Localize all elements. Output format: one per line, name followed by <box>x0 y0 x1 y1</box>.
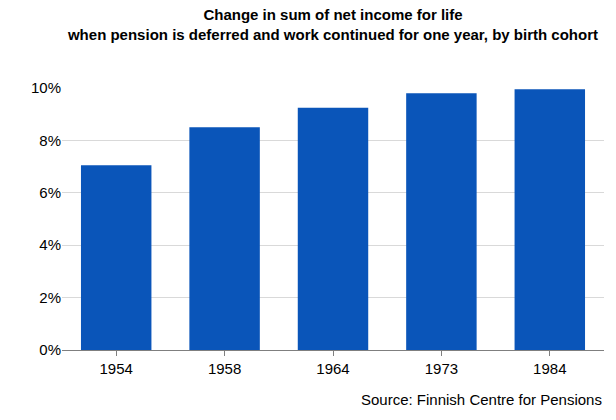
svg-text:1954: 1954 <box>100 360 133 377</box>
svg-text:4%: 4% <box>39 236 61 253</box>
svg-text:Change in sum of net income fo: Change in sum of net income for lifewhen… <box>67 6 598 43</box>
svg-text:10%: 10% <box>31 79 61 96</box>
svg-text:6%: 6% <box>39 184 61 201</box>
svg-text:1984: 1984 <box>533 360 566 377</box>
svg-text:2%: 2% <box>39 289 61 306</box>
svg-text:0%: 0% <box>39 341 61 358</box>
svg-text:1958: 1958 <box>208 360 241 377</box>
svg-text:Source: Finnish Centre for Pen: Source: Finnish Centre for Pensions <box>361 391 602 408</box>
svg-text:1973: 1973 <box>425 360 458 377</box>
svg-text:8%: 8% <box>39 132 61 149</box>
svg-text:1964: 1964 <box>316 360 349 377</box>
